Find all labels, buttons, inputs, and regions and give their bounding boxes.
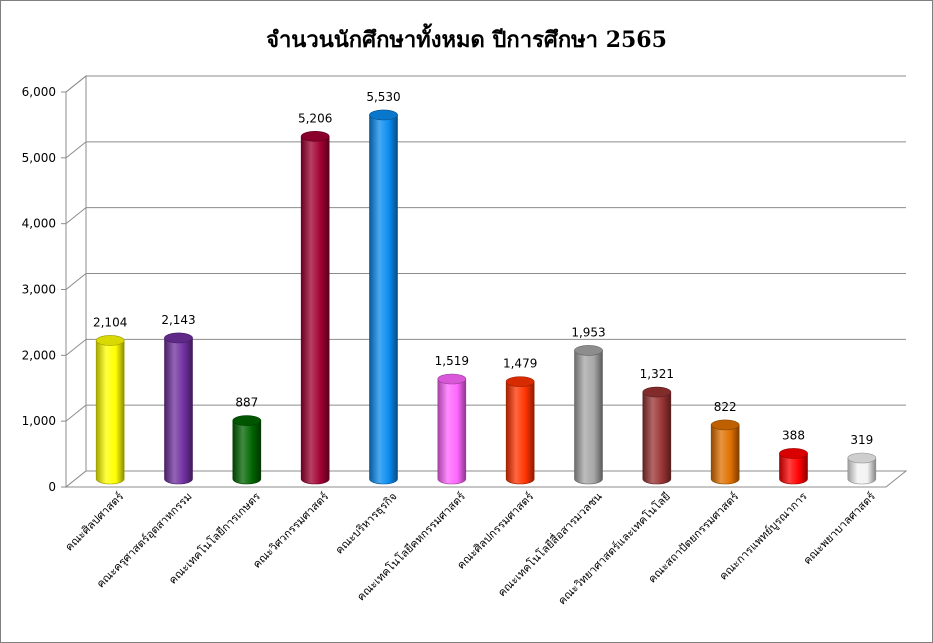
bar-top (574, 345, 603, 356)
data-label: 388 (782, 428, 805, 442)
gridline (65, 141, 906, 159)
data-label: 887 (235, 396, 258, 410)
bar-10 (710, 419, 740, 485)
data-label: 2,143 (161, 313, 195, 327)
bar-top (164, 332, 193, 344)
category-label: คณะศิลปศาสตร์ (63, 490, 127, 554)
data-label: 5,530 (366, 90, 400, 104)
chart-title: จำนวนนักศึกษาทั้งหมด ปีการศึกษา 2565 (266, 27, 667, 53)
bar-top (779, 448, 808, 459)
bar-body (505, 381, 535, 485)
category-label: คณะบริหารธุรกิจ (333, 490, 400, 557)
bar-6 (437, 373, 467, 485)
gridline (65, 273, 906, 290)
bar-5 (369, 109, 398, 485)
bar-1 (95, 335, 125, 485)
bar-3 (232, 415, 262, 485)
bar-body (95, 340, 125, 485)
bar-top (95, 335, 125, 346)
bar-top (437, 373, 467, 385)
category-label: คณะศิลปกรรมศาสตร์ (454, 490, 536, 572)
bar-9 (642, 386, 672, 485)
bar-top (642, 386, 672, 398)
bar-2 (164, 332, 193, 485)
gridline (65, 207, 906, 225)
data-label: 1,953 (571, 325, 605, 339)
data-label: 5,206 (298, 111, 332, 125)
y-tick-label: 0 (48, 480, 56, 494)
data-label: 822 (714, 400, 737, 414)
bar-body (369, 114, 398, 485)
bar-body (574, 350, 603, 485)
y-tick-label: 2,000 (22, 348, 56, 362)
y-tick-label: 1,000 (22, 414, 56, 428)
category-label: คณะวิทยาศาสตร์และเทคโนโลยี (555, 489, 673, 607)
gridline (65, 338, 906, 356)
bar-body (437, 378, 467, 485)
category-label: คณะพยาบาลศาสตร์ (801, 490, 878, 567)
floor (64, 470, 908, 488)
y-tick-label: 5,000 (22, 151, 56, 165)
bar-7 (505, 376, 535, 485)
bar-top (300, 130, 330, 142)
y-tick-label: 4,000 (22, 217, 56, 231)
data-label: 1,321 (640, 367, 674, 381)
bar-body (164, 337, 193, 485)
bar-body (300, 135, 330, 485)
gridline (65, 75, 906, 93)
category-label: คณะวิศวกรรมศาสตร์ (250, 490, 331, 571)
bar-top (232, 415, 262, 426)
bar-8 (574, 345, 603, 485)
bar-body (710, 424, 740, 485)
bar-11 (779, 448, 808, 485)
bar-body (779, 453, 808, 485)
data-label: 319 (850, 433, 873, 447)
y-tick-label: 6,000 (22, 85, 56, 99)
category-label: คณะเทคโนโลยีคหกรรมศาสตร์ (354, 489, 468, 603)
bar-top (369, 109, 398, 121)
bar-12 (847, 452, 877, 485)
bar-body (847, 457, 877, 485)
gridline (65, 404, 906, 422)
bar-body (642, 391, 672, 485)
y-tick-label: 3,000 (22, 283, 56, 297)
data-label: 2,104 (93, 315, 127, 329)
bar-top (847, 452, 877, 464)
data-label: 1,519 (435, 354, 469, 368)
bar-top (710, 419, 740, 431)
bar-body (232, 420, 262, 485)
bar-4 (300, 130, 330, 485)
data-label: 1,479 (503, 357, 537, 371)
bar-top (505, 376, 535, 387)
